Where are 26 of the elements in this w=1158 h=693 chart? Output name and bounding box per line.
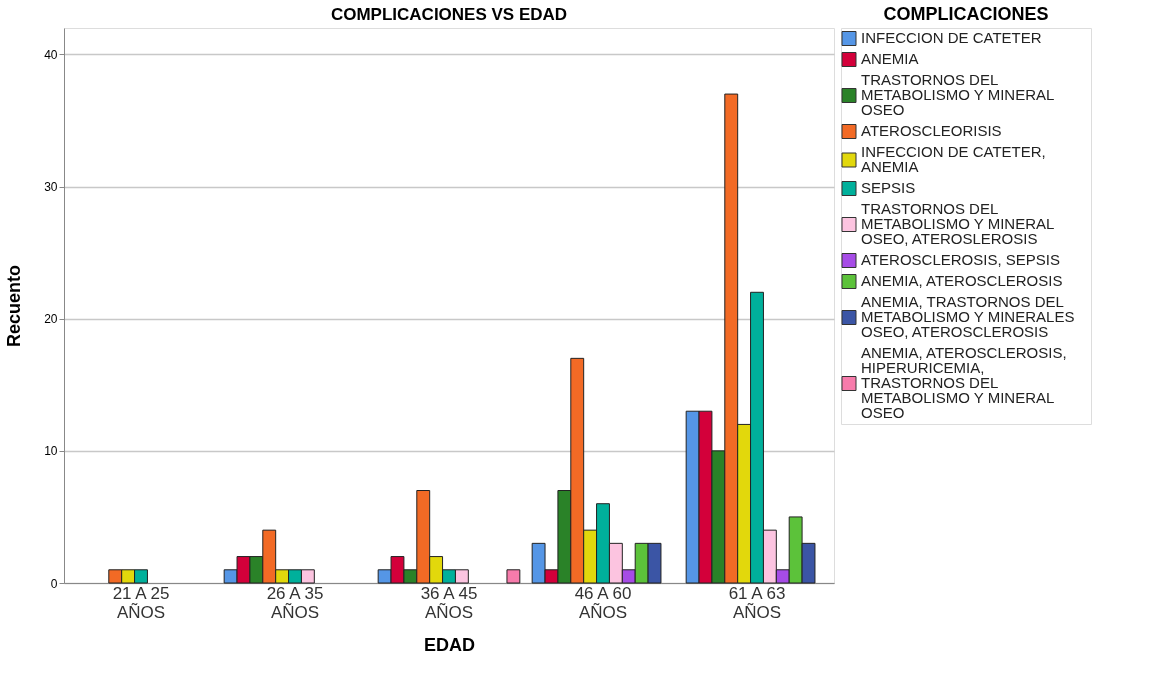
legend-label: ANEMIA — [861, 50, 919, 67]
y-tick-label: 20 — [44, 312, 58, 327]
x-tick-label: 26 A 35 AÑOS — [266, 583, 324, 622]
bar — [506, 569, 521, 584]
y-tick-label: 40 — [44, 47, 58, 62]
y-tick-label: 10 — [44, 444, 58, 459]
x-tick-label: 61 A 63 AÑOS — [728, 583, 786, 622]
chart-title: COMPLICACIONES VS EDAD — [330, 5, 568, 24]
legend-label: INFECCION DE CATETER — [861, 29, 1042, 46]
y-axis-title: Recuento — [4, 264, 25, 348]
x-axis-title: EDAD — [423, 634, 476, 655]
legend-label: ATEROSCLEORISIS — [861, 122, 1002, 139]
legend-label: ANEMIA, ATEROSCLEROSIS — [861, 272, 1063, 289]
x-tick-label: 46 A 60 AÑOS — [574, 583, 632, 622]
y-tick-label: 0 — [50, 576, 58, 591]
x-tick-label: 36 A 45 AÑOS — [420, 583, 478, 622]
legend-label: TRASTORNOS DEL METABOLISMO Y MINERAL OSEO, ATEROSLEROSIS — [861, 200, 1055, 247]
legend-label: ATEROSCLEROSIS, SEPSIS — [861, 251, 1060, 268]
legend-label: INFECCION DE CATETER, ANEMIA — [861, 143, 1046, 175]
legend-label: ANEMIA, TRASTORNOS DEL METABOLISMO Y MINERALES OSEO, ATEROSCLEROSIS — [861, 293, 1075, 340]
x-tick-label: 21 A 25 AÑOS — [112, 583, 170, 622]
legend-label: ANEMIA, ATEROSCLEROSIS, HIPERURICEMIA, TRASTORNOS DEL METABOLISMO Y MINERAL OSEO — [861, 344, 1067, 421]
legend-label: TRASTORNOS DEL METABOLISMO Y MINERAL OSEO — [861, 71, 1055, 118]
legend-title: COMPLICACIONES — [883, 4, 1049, 24]
y-tick-label: 30 — [44, 180, 58, 195]
legend-label: SEPSIS — [861, 179, 916, 196]
